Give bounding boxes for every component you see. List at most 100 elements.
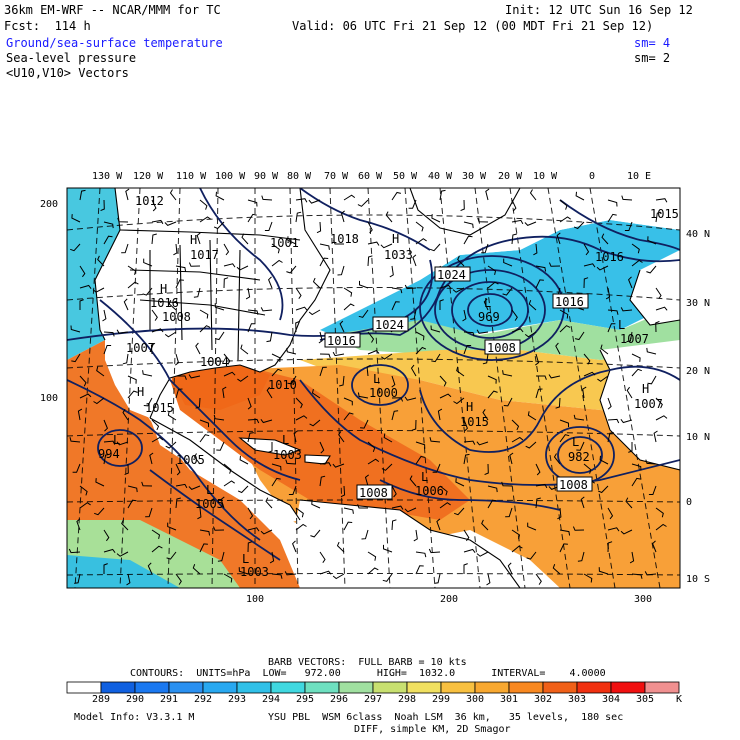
wind-barb <box>528 300 537 311</box>
high-center: H <box>160 282 168 296</box>
colorbar-tick-label: 294 <box>262 694 281 705</box>
wind-barb <box>487 499 497 509</box>
colorbar-swatch <box>440 681 476 694</box>
wind-barb <box>511 199 517 212</box>
wind-barb <box>247 397 252 410</box>
colorbar-tick-label: 302 <box>534 694 553 705</box>
wind-barb <box>308 199 321 204</box>
wind-barb <box>487 375 497 384</box>
isobar-label: 1015 <box>650 207 679 221</box>
wind-barb <box>600 344 609 355</box>
wind-barb <box>142 287 153 296</box>
wind-barb <box>192 564 201 575</box>
wind-barb <box>70 325 81 333</box>
wind-barb <box>223 243 230 256</box>
land-greenland <box>410 188 520 235</box>
wind-barb <box>166 551 177 560</box>
wind-barb <box>535 463 541 476</box>
wind-barb <box>103 221 114 229</box>
wind-barb <box>559 325 571 333</box>
wind-barb <box>463 440 476 445</box>
wind-barb <box>319 257 329 267</box>
wind-barb <box>511 419 520 431</box>
grid-x-label-200: 200 <box>440 594 459 605</box>
wind-barb <box>169 189 177 201</box>
wind-barb <box>648 485 657 495</box>
wind-barb <box>151 436 164 443</box>
wind-barb <box>383 544 393 553</box>
low-center: L <box>484 296 492 310</box>
wind-barb <box>429 437 441 443</box>
colorbar-swatch <box>406 681 442 694</box>
wind-barb <box>453 397 465 405</box>
wind-barb <box>223 371 236 377</box>
wind-barb <box>295 320 300 333</box>
diffusion-info: DIFF, simple KM, 2D Smagor <box>354 724 511 735</box>
wind-barb <box>415 551 427 558</box>
wind-barb <box>437 408 443 421</box>
wind-barb <box>123 298 129 311</box>
wind-barb <box>655 198 668 203</box>
wind-barb <box>507 562 513 575</box>
wind-barb <box>391 287 403 294</box>
wind-barb <box>143 258 153 267</box>
wind-barb <box>431 353 441 363</box>
wind-barb <box>332 463 345 468</box>
sst-mid-atlantic-green <box>330 305 680 360</box>
wind-barb <box>199 199 208 210</box>
isobar-label: 1017 <box>190 248 219 262</box>
isobar-label: 1024 <box>437 268 466 282</box>
wind-barb <box>389 265 394 278</box>
wind-barb <box>655 523 667 531</box>
wind-barb <box>556 232 561 245</box>
colorbar-swatch <box>270 681 306 694</box>
wind-barb <box>391 505 404 510</box>
wind-barb <box>646 347 657 355</box>
wind-barb <box>367 255 373 267</box>
wind-barb <box>151 199 157 212</box>
colorbar-tick-label: 305 <box>636 694 655 705</box>
wind-barb <box>338 431 345 443</box>
wind-barb <box>439 189 446 201</box>
wind-barb <box>265 497 273 509</box>
isobar-label: 1016 <box>150 296 179 310</box>
wind-barb <box>430 243 441 252</box>
wind-barb <box>247 507 254 520</box>
wind-barb <box>127 265 137 276</box>
wind-barb <box>631 243 640 254</box>
wind-barb <box>486 573 491 586</box>
colorbar-tick-label: 290 <box>126 694 145 705</box>
wind-barb <box>188 485 201 490</box>
wind-barb <box>408 199 417 209</box>
wind-barb <box>533 243 538 256</box>
wind-barb <box>439 393 452 399</box>
wind-barb <box>79 502 91 509</box>
wind-barb <box>193 453 201 465</box>
wind-barb <box>333 240 344 245</box>
wind-barb <box>404 396 417 401</box>
model-info: Model Info: V3.3.1 M <box>74 712 195 723</box>
wind-barb <box>535 388 543 399</box>
wind-barb <box>79 485 88 496</box>
wind-barb <box>150 342 156 355</box>
wind-barb <box>197 507 202 520</box>
wind-barb <box>415 441 426 449</box>
wind-barb <box>529 189 537 201</box>
wind-barb <box>268 442 273 453</box>
wind-barb <box>266 386 273 399</box>
wind-barb <box>410 364 417 377</box>
wind-barb <box>463 529 470 542</box>
wind-barb <box>511 219 524 225</box>
wind-barb <box>343 397 353 406</box>
wind-barb <box>173 243 178 256</box>
wind-barb <box>415 346 427 355</box>
wind-barb <box>193 287 201 298</box>
wind-barb <box>501 481 513 487</box>
wind-barb <box>247 527 260 532</box>
wind-barb <box>535 279 544 289</box>
wind-barb <box>127 281 139 289</box>
wind-barb <box>199 529 211 536</box>
wind-barb <box>629 551 635 564</box>
wind-barb <box>151 545 163 553</box>
wind-barb <box>559 309 569 319</box>
